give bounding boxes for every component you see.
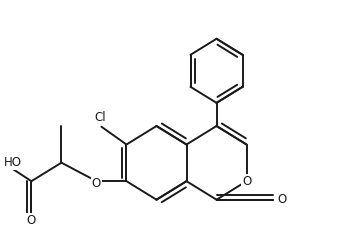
Text: O: O — [27, 214, 36, 227]
Text: HO: HO — [3, 156, 21, 169]
Text: O: O — [92, 177, 101, 190]
Text: Cl: Cl — [94, 111, 105, 124]
Text: O: O — [277, 193, 286, 206]
Text: O: O — [242, 175, 251, 188]
